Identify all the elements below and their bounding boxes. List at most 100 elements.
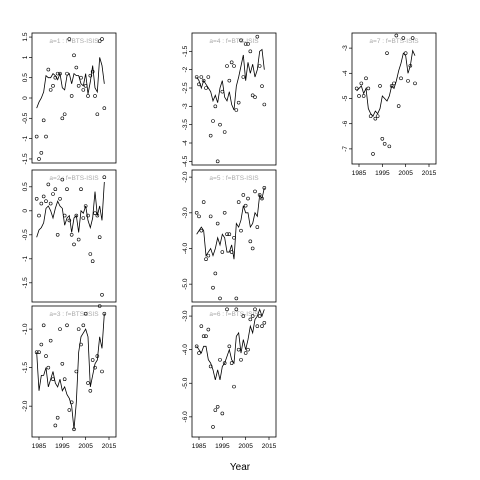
- data-point: [385, 51, 389, 55]
- data-point: [46, 67, 51, 72]
- data-point: [201, 200, 206, 204]
- data-point: [236, 200, 241, 204]
- data-point: [253, 307, 257, 312]
- data-point: [204, 86, 208, 90]
- data-point: [97, 39, 102, 43]
- data-point: [83, 84, 88, 88]
- y-tick-label: -1.5: [22, 277, 29, 289]
- y-tick-label: 1: [22, 55, 29, 59]
- panel-strip-label: a=3 : f=BTS-ISIS: [49, 311, 99, 318]
- x-tick-label: 2005: [398, 170, 413, 177]
- data-point: [380, 137, 385, 141]
- data-point: [69, 400, 74, 405]
- data-point: [88, 73, 93, 78]
- data-point: [48, 201, 53, 206]
- data-point: [69, 233, 74, 237]
- data-point: [48, 338, 53, 343]
- data-point: [65, 323, 69, 328]
- y-tick-label: 0: [22, 96, 29, 100]
- data-point: [41, 323, 46, 328]
- data-point: [86, 381, 90, 385]
- x-tick-label: 2005: [238, 443, 253, 450]
- y-tick-label: -2.5: [182, 82, 189, 94]
- data-point: [229, 60, 234, 65]
- data-point: [387, 144, 392, 149]
- data-point: [67, 408, 72, 412]
- data-point: [58, 71, 62, 76]
- data-point: [255, 324, 260, 328]
- panel-strip-label: a=7 : f=BTS-ISIS: [369, 38, 419, 45]
- x-tick-label: 2005: [78, 443, 93, 450]
- data-point: [260, 324, 264, 328]
- data-point: [102, 311, 107, 316]
- data-point: [218, 122, 222, 127]
- y-tick-label: -0.5: [22, 112, 29, 124]
- data-point: [354, 86, 359, 91]
- data-point: [72, 242, 76, 247]
- y-tick-label: -3: [342, 45, 349, 51]
- data-point: [83, 204, 88, 208]
- data-point: [257, 193, 262, 197]
- panel-7: a=7 : f=BTS-ISIS -7 -6 -5 -4 -3 1985 1995 2005 20…: [342, 32, 437, 177]
- data-point: [234, 307, 239, 312]
- data-point: [232, 235, 236, 240]
- y-tick-label: -1.0: [22, 323, 29, 335]
- data-point: [250, 246, 255, 251]
- data-point: [215, 404, 220, 409]
- data-point: [373, 116, 378, 121]
- data-point: [220, 89, 225, 94]
- y-tick-label: -2.0: [22, 400, 29, 412]
- x-tick-label: 1985: [32, 443, 47, 450]
- data-point: [222, 361, 227, 365]
- data-point: [44, 354, 48, 358]
- data-point: [232, 64, 236, 68]
- data-point: [222, 130, 227, 134]
- data-point: [90, 259, 95, 264]
- data-point: [34, 350, 39, 355]
- panel-5: a=5 : f=BTS-ISIS -5.0 -4.0 -3.0 -2.0: [182, 169, 277, 303]
- fitted-line: [356, 49, 416, 117]
- fitted-line: [36, 181, 105, 238]
- data-point: [227, 344, 232, 349]
- data-point: [253, 95, 257, 99]
- data-point: [41, 118, 46, 123]
- y-tick-label: 1.5: [22, 32, 29, 41]
- data-point: [102, 106, 107, 110]
- data-point: [396, 104, 401, 108]
- y-tick-label: -1.5: [182, 45, 189, 57]
- data-point: [86, 94, 90, 98]
- data-point: [194, 344, 199, 349]
- data-point: [225, 232, 229, 237]
- data-point: [58, 327, 62, 331]
- x-tick-label: 1985: [192, 443, 207, 450]
- data-point: [81, 323, 86, 328]
- data-point: [194, 211, 199, 215]
- data-point: [246, 42, 250, 46]
- y-tick-label: -5.0: [182, 377, 189, 389]
- data-point: [250, 314, 255, 318]
- data-point: [239, 228, 243, 233]
- fitted-line: [196, 48, 265, 111]
- data-point: [389, 84, 394, 88]
- data-point: [394, 33, 399, 38]
- data-point: [102, 175, 107, 179]
- data-point: [44, 199, 48, 203]
- panels-group: a=1 : f=BTS-ISIS -1.5 -1 -0.5 0 0.5 1 1.5 a=2 : …: [22, 32, 437, 450]
- data-point: [44, 134, 48, 139]
- y-tick-label: -5.0: [182, 278, 189, 290]
- data-point: [222, 211, 227, 215]
- panel-strip-label: a=5 : f=BTS-ISIS: [209, 175, 259, 182]
- data-point: [239, 38, 243, 43]
- panel-strip-label: a=1 : f=BTS-ISIS: [49, 38, 99, 45]
- data-point: [53, 75, 58, 80]
- data-point: [81, 88, 86, 92]
- data-point: [51, 377, 55, 382]
- data-point: [55, 233, 60, 237]
- data-point: [74, 65, 79, 70]
- y-tick-label: -4: [342, 70, 349, 76]
- data-point: [220, 411, 225, 416]
- panel-strip-label: a=6 : f=BTS-ISIS: [209, 311, 259, 318]
- data-point: [211, 119, 215, 123]
- data-point: [62, 112, 67, 117]
- data-point: [41, 194, 46, 199]
